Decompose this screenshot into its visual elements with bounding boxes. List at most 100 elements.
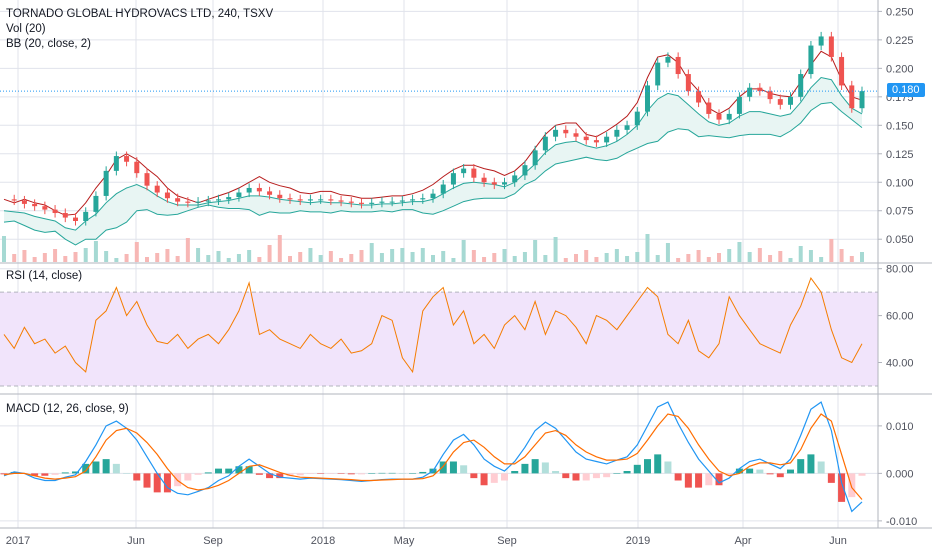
macd-histogram-bar (562, 473, 570, 479)
candle-body (675, 56, 681, 75)
macd-histogram-bar (133, 473, 141, 481)
macd-histogram-bar (225, 468, 233, 474)
candle-body (828, 36, 834, 57)
macd-histogram-bar (368, 473, 376, 474)
volume-bar (522, 252, 527, 262)
y-tick-label: 0.250 (886, 6, 914, 18)
candle-body (450, 173, 456, 185)
volume-bar (400, 248, 405, 262)
candle-body (604, 136, 610, 143)
macd-histogram-bar (276, 473, 284, 479)
macd-histogram-bar (684, 473, 692, 488)
macd-histogram-bar (163, 473, 171, 493)
y-tick-label: 0.200 (886, 63, 914, 75)
x-tick-label: Jun (829, 535, 847, 547)
y-tick-label: 0.100 (886, 177, 914, 189)
volume-bar (645, 234, 650, 262)
candle-body (307, 199, 313, 201)
volume-legend[interactable]: Vol (20) (6, 23, 46, 35)
candle-body (716, 113, 722, 120)
volume-bar (2, 236, 6, 262)
volume-bar (145, 257, 149, 262)
bollinger-band-fill (4, 77, 862, 245)
macd-histogram-bar (317, 473, 325, 474)
volume-bar (318, 255, 323, 262)
candle-body (624, 125, 630, 130)
macd-histogram-bar (153, 473, 161, 493)
volume-bar (502, 249, 507, 262)
candle-body (287, 198, 293, 200)
macd-histogram-bar (337, 473, 345, 474)
macd-histogram-bar (204, 472, 212, 474)
candle-body (113, 156, 119, 171)
candle-body (369, 202, 375, 204)
candle-body (747, 87, 753, 97)
volume-bar (676, 258, 681, 262)
candle-body (226, 197, 232, 200)
volume-bar (83, 248, 88, 262)
price-pane[interactable] (0, 31, 878, 262)
macd-histogram-bar (31, 473, 39, 476)
volume-bar (124, 254, 129, 262)
volume-bar (277, 235, 282, 262)
macd-histogram-bar (746, 468, 754, 474)
volume-bar (247, 250, 252, 262)
rsi-pane[interactable] (0, 277, 878, 387)
candle-body (573, 133, 579, 137)
macd-histogram-bar (296, 473, 304, 476)
bollinger-legend[interactable]: BB (20, close, 2) (6, 38, 92, 50)
volume-bar (788, 258, 793, 262)
volume-bar (53, 249, 58, 262)
candle-body (42, 206, 48, 210)
x-tick-label: Sep (203, 535, 223, 547)
macd-histogram-bar (807, 454, 815, 474)
candle-body (205, 200, 211, 202)
volume-bar (512, 256, 517, 262)
volume-bar (328, 251, 333, 262)
candle-body (440, 184, 446, 194)
macd-histogram-bar (756, 469, 764, 474)
candle-body (246, 187, 252, 193)
candle-body (788, 96, 793, 105)
candle-body (93, 195, 99, 212)
volume-bar (553, 237, 558, 262)
volume-bar (369, 243, 374, 262)
candle-body (481, 177, 487, 183)
macd-signal-line (3, 413, 863, 500)
macd-histogram-bar (306, 473, 314, 474)
volume-bar (155, 253, 160, 262)
volume-bar (175, 256, 180, 262)
volume-bar (655, 255, 660, 262)
candle-body (696, 91, 702, 103)
volume-bar (349, 254, 354, 262)
candle-body (359, 202, 364, 204)
volume-bar (441, 251, 446, 262)
volume-bar (574, 254, 578, 262)
macd-histogram-bar (623, 471, 631, 474)
macd-pane[interactable] (0, 401, 866, 513)
candle-body (62, 213, 68, 218)
candle-body (849, 85, 855, 109)
candle-body (461, 168, 467, 174)
macd-line (3, 401, 863, 513)
candle-body (634, 111, 640, 126)
macd-histogram-bar (480, 473, 488, 486)
macd-histogram-bar (41, 473, 49, 476)
x-tick-label: Apr (734, 535, 751, 547)
x-tick-label: Jun (127, 535, 145, 547)
candle-body (277, 194, 283, 199)
macd-legend[interactable]: MACD (12, 26, close, 9) (6, 403, 129, 415)
macd-histogram-bar (490, 473, 498, 483)
macd-histogram-bar (797, 459, 805, 474)
macd-histogram-bar (827, 473, 835, 483)
rsi-legend[interactable]: RSI (14, close) (6, 270, 83, 282)
volume-bar (686, 254, 691, 262)
macd-histogram-bar (766, 473, 774, 475)
macd-histogram-bar (633, 464, 641, 474)
macd-histogram-bar (347, 473, 355, 475)
y-tick-label: 0.225 (886, 35, 914, 47)
macd-histogram-bar (613, 473, 621, 474)
macd-histogram-bar (92, 461, 100, 474)
macd-histogram-bar (82, 463, 90, 474)
